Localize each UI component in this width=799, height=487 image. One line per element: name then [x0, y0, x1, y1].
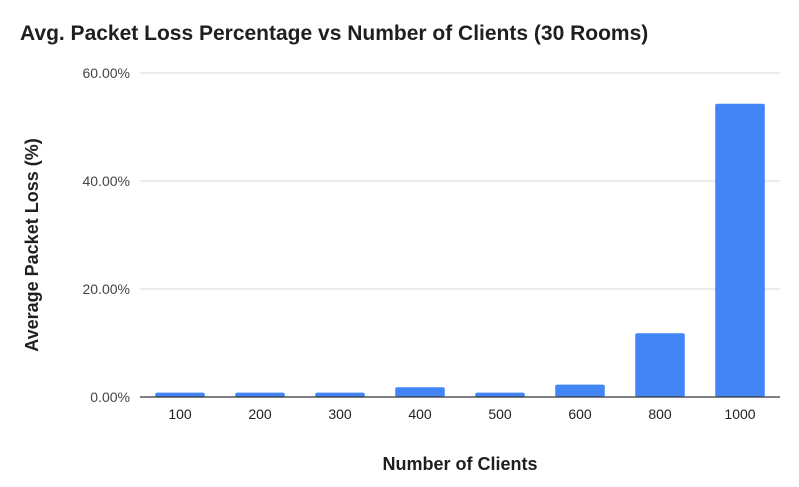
y-tick-label: 0.00% [90, 389, 130, 405]
x-tick-label: 500 [488, 406, 512, 422]
bar [715, 103, 765, 397]
bar [395, 387, 445, 397]
x-axis-ticks: 100 200 300 400 500 600 800 1000 [168, 406, 755, 422]
chart-title: Avg. Packet Loss Percentage vs Number of… [20, 22, 649, 45]
y-tick-label: 40.00% [83, 173, 130, 189]
gridlines [140, 72, 780, 290]
x-tick-label: 200 [248, 406, 272, 422]
x-tick-label: 300 [328, 406, 352, 422]
bar [235, 392, 285, 397]
bar [555, 384, 605, 397]
x-tick-label: 400 [408, 406, 432, 422]
bar [635, 333, 685, 397]
bar [475, 392, 525, 397]
y-tick-label: 60.00% [83, 65, 130, 81]
x-axis-title: Number of Clients [382, 454, 537, 474]
bar [315, 392, 365, 397]
y-tick-label: 20.00% [83, 281, 130, 297]
x-tick-label: 100 [168, 406, 192, 422]
x-tick-label: 1000 [724, 406, 755, 422]
x-tick-label: 800 [648, 406, 672, 422]
y-axis-ticks: 0.00% 20.00% 40.00% 60.00% [83, 65, 130, 405]
bar [155, 392, 205, 397]
y-axis-title: Average Packet Loss (%) [22, 138, 42, 351]
bars [140, 103, 780, 398]
x-tick-label: 600 [568, 406, 592, 422]
